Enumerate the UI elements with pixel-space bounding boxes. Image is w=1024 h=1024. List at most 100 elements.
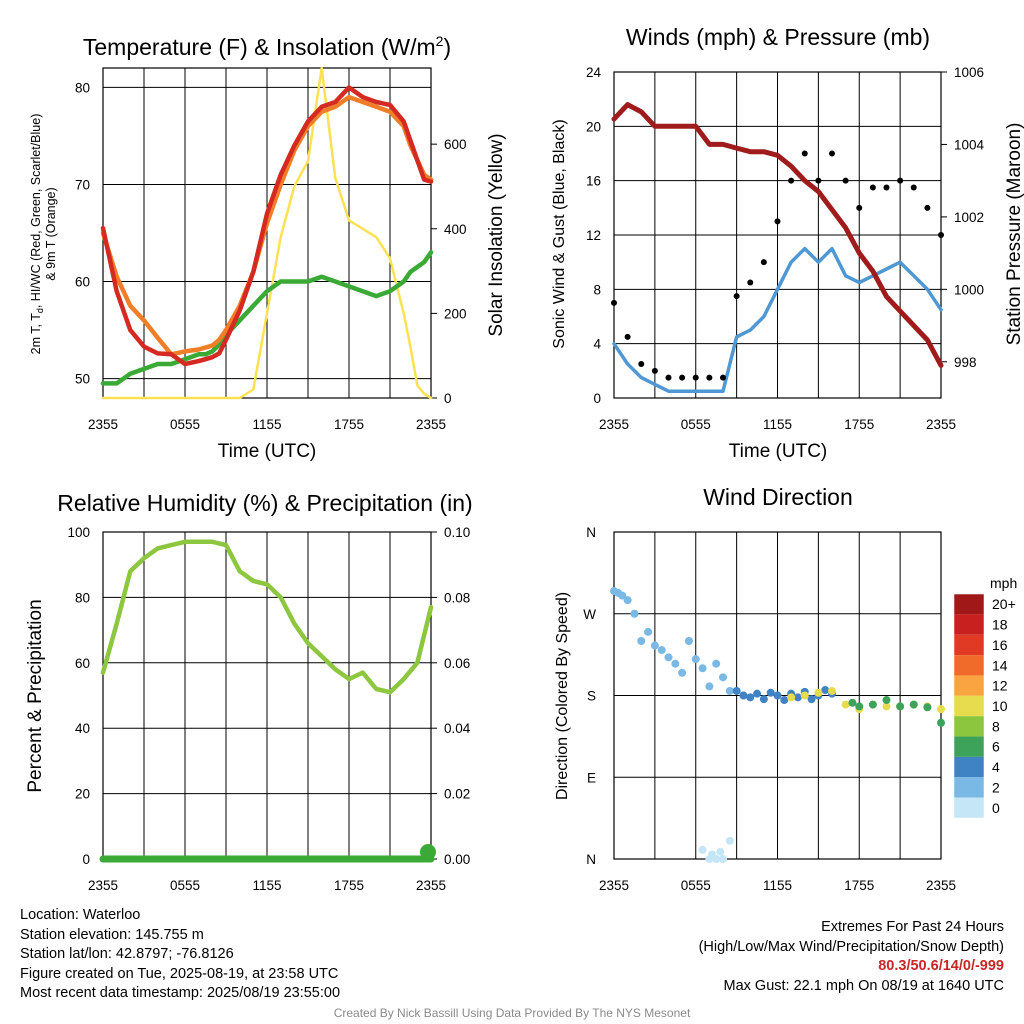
- gust-point: [829, 150, 835, 157]
- direction-xtick-label-0555: 0555: [681, 878, 711, 893]
- legend-swatch-5: [954, 695, 984, 717]
- direction-point: [739, 691, 748, 700]
- temperature-y2tick-label-2: 400: [444, 222, 467, 237]
- winds-y2tick-label-0: 998: [954, 355, 977, 370]
- sonic-wind-line: [612, 246, 943, 393]
- winds-y2tick-label-3: 1004: [954, 137, 985, 152]
- direction-point: [725, 686, 734, 695]
- temperature-ytick-label-80: 80: [75, 80, 90, 95]
- gust-point: [679, 374, 686, 381]
- direction-point: [855, 702, 864, 711]
- recent-timestamp: Most recent data timestamp: 2025/08/19 2…: [20, 985, 341, 1001]
- direction-panel-title: Wind Direction: [703, 484, 853, 510]
- gust-point: [774, 218, 781, 225]
- humidity-y2tick-label-1: 0.02: [444, 787, 470, 802]
- direction-point: [671, 659, 680, 668]
- gust-point: [720, 374, 726, 381]
- humidity-ytick-label-60: 60: [75, 656, 90, 671]
- direction-point: [712, 855, 721, 863]
- direction-point: [719, 673, 727, 682]
- humidity-ytick-label-0: 0: [82, 852, 90, 867]
- direction-ylabel: Direction (Colored By Speed): [554, 592, 571, 800]
- humidity-ylabel: Percent & Precipitation: [25, 599, 46, 792]
- direction-point: [793, 693, 802, 702]
- humidity-xtick-label-2355: 2355: [88, 878, 118, 893]
- humidity-y2tick-label-2: 0.04: [444, 721, 471, 736]
- gust-point: [938, 232, 944, 238]
- direction-ytick-label-2: S: [587, 689, 596, 704]
- direction-point: [753, 689, 762, 698]
- temperature-y2tick-label-3: 600: [444, 137, 467, 152]
- humidity-ytick-label-80: 80: [75, 590, 90, 605]
- direction-point: [719, 855, 727, 863]
- station-latlon: Station lat/lon: 42.8797; -76.8126: [20, 946, 234, 962]
- gust-point: [815, 177, 822, 184]
- direction-xtick-label-1755: 1755: [844, 878, 874, 893]
- legend-swatch-10: [954, 797, 984, 818]
- direction-point: [909, 700, 918, 709]
- gust-point: [624, 333, 631, 340]
- winds-ytick-label-0: 0: [593, 391, 601, 406]
- winds-y2tick-label-2: 1002: [954, 210, 984, 225]
- legend-swatch-7: [954, 736, 984, 757]
- winds-xtick-label-1755: 1755: [844, 417, 874, 432]
- direction-point: [882, 702, 891, 711]
- humidity-panel-title: Relative Humidity (%) & Precipitation (i…: [57, 490, 472, 516]
- winds-xtick-label-2355: 2355: [926, 417, 956, 432]
- extremes-title: Extremes For Past 24 Hours: [821, 919, 1004, 935]
- direction-xtick-label-2355: 2355: [599, 878, 629, 893]
- direction-point: [725, 836, 734, 845]
- temperature-y2tick-label-0: 0: [444, 391, 452, 406]
- direction-point: [882, 696, 891, 705]
- gust-point: [897, 177, 904, 184]
- extremes-info: Extremes For Past 24 Hours (High/Low/Max…: [699, 918, 1004, 996]
- direction-point: [780, 696, 789, 705]
- extremes-subtitle: (High/Low/Max Wind/Precipitation/Snow De…: [698, 938, 1004, 955]
- direction-point: [716, 847, 725, 856]
- direction-point: [664, 653, 673, 662]
- direction-point: [650, 641, 659, 650]
- gust-point: [706, 374, 713, 381]
- legend-frame: [953, 593, 985, 819]
- temperature-ytick-label-70: 70: [75, 177, 90, 192]
- legend-label-7: 6: [992, 739, 1000, 755]
- winds-y2label: Station Pressure (Maroon): [1004, 123, 1024, 346]
- credit-line: Created By Nick Bassill Using Data Provi…: [333, 1006, 691, 1020]
- direction-xtick-label-2355: 2355: [926, 878, 956, 893]
- station-location: Location: Waterloo: [20, 907, 141, 923]
- legend-label-1: 18: [992, 617, 1008, 633]
- legend-swatch-0: [954, 594, 984, 615]
- temperature-xtick-label-1755: 1755: [334, 417, 364, 432]
- direction-point: [923, 703, 932, 712]
- temperature-ylabel: 2m T, Td, HI/WC (Red, Green, Scarlet/Blu…: [29, 114, 45, 355]
- gust-point: [883, 184, 890, 191]
- winds-xlabel: Time (UTC): [729, 441, 828, 462]
- legend-swatch-6: [954, 716, 984, 737]
- winds-ytick-label-12: 12: [586, 228, 601, 243]
- legend-label-4: 12: [992, 678, 1008, 694]
- direction-point: [637, 637, 646, 645]
- humidity-y2tick-label-0: 0.00: [444, 852, 470, 867]
- gust-point: [638, 361, 645, 368]
- temperature-y2tick-label-1: 200: [444, 306, 467, 321]
- direction-point: [868, 700, 877, 709]
- extremes-values: 80.3/50.6/14/0/-999: [878, 958, 1004, 974]
- winds-xtick-label-0555: 0555: [681, 417, 711, 432]
- direction-point: [698, 845, 707, 854]
- winds-ytick-label-20: 20: [586, 119, 601, 134]
- humidity-y2tick-label-5: 0.10: [444, 525, 470, 540]
- temperature-xtick-label-1155: 1155: [252, 417, 281, 432]
- direction-ytick-label-3: W: [583, 607, 596, 622]
- winds-ytick-label-16: 16: [586, 174, 601, 189]
- chart-layer: 2355 0555 1155 1755 235550607080020040060023…: [67, 65, 1015, 893]
- direction-point: [821, 686, 830, 695]
- rh-line: [100, 539, 434, 695]
- gust-point: [924, 204, 931, 211]
- legend-swatch-2: [954, 634, 984, 656]
- direction-point: [773, 691, 782, 700]
- gust-point: [842, 177, 849, 184]
- direction-point: [841, 700, 850, 709]
- winds-xtick-label-1155: 1155: [763, 417, 792, 432]
- direction-point: [807, 695, 816, 704]
